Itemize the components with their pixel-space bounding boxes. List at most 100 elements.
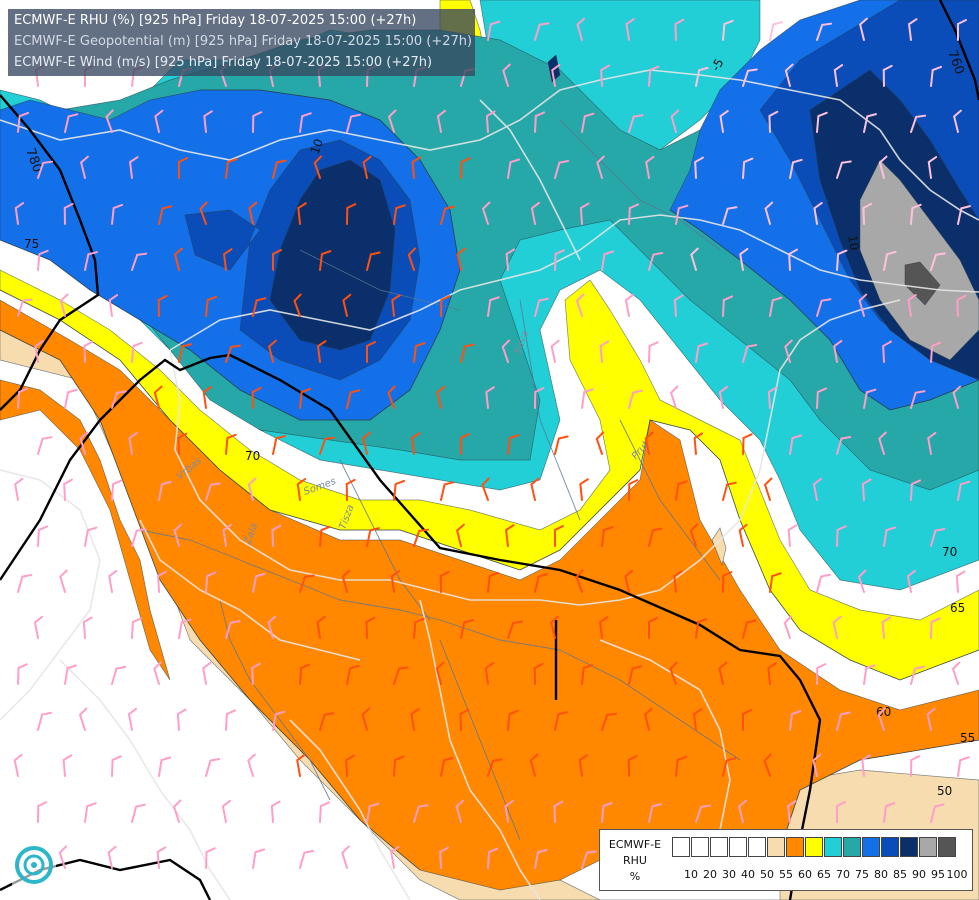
wind-barb bbox=[550, 339, 560, 363]
contour-label: 65 bbox=[950, 601, 965, 615]
wind-barb bbox=[628, 389, 643, 409]
wind-barb bbox=[111, 755, 122, 777]
wind-barb bbox=[481, 201, 491, 225]
wind-barb bbox=[460, 343, 475, 363]
wind-barb bbox=[648, 341, 659, 363]
wind-barb bbox=[601, 250, 615, 271]
wind-barb bbox=[199, 201, 208, 225]
wind-barb bbox=[225, 158, 238, 179]
legend-tick: 95 bbox=[931, 868, 945, 881]
legend-swatch bbox=[691, 837, 709, 857]
wind-barb bbox=[205, 757, 221, 777]
wind-barb bbox=[833, 339, 843, 363]
wind-barb bbox=[435, 661, 445, 685]
wind-barb bbox=[83, 340, 94, 363]
wind-barb bbox=[64, 113, 79, 133]
wind-barb bbox=[554, 159, 570, 179]
wind-barb bbox=[487, 20, 501, 41]
wind-barb bbox=[907, 293, 917, 317]
wind-barb bbox=[669, 661, 678, 685]
wind-barb bbox=[648, 251, 664, 271]
wind-barb bbox=[670, 109, 680, 133]
legend-tick: 10 bbox=[684, 868, 698, 881]
wind-barb bbox=[581, 112, 595, 133]
wind-barb bbox=[554, 711, 568, 731]
wind-barb bbox=[174, 247, 183, 271]
wind-barb bbox=[459, 708, 470, 731]
wind-barb bbox=[17, 663, 28, 685]
wind-barb bbox=[487, 847, 499, 869]
wind-barb bbox=[319, 250, 332, 271]
wind-barb bbox=[692, 708, 703, 731]
wind-barb bbox=[222, 523, 232, 547]
wind-barb bbox=[625, 17, 635, 41]
wind-barb bbox=[14, 202, 25, 225]
wind-barb bbox=[907, 18, 918, 41]
wind-barb bbox=[33, 615, 44, 639]
country-borders bbox=[0, 69, 979, 900]
wind-barb bbox=[836, 160, 852, 179]
wind-barb bbox=[551, 63, 561, 87]
contour-label: 70 bbox=[942, 545, 957, 559]
wind-barb bbox=[178, 618, 192, 639]
wind-barb bbox=[957, 756, 970, 777]
wind-barb bbox=[346, 389, 361, 409]
wind-barb bbox=[836, 249, 848, 271]
legend-swatch bbox=[919, 837, 937, 857]
wind-barb bbox=[534, 297, 549, 317]
wind-barb bbox=[763, 477, 773, 501]
wind-barb bbox=[930, 803, 945, 823]
wind-barb bbox=[128, 156, 139, 179]
wind-barb bbox=[930, 617, 941, 639]
wind-barb bbox=[460, 157, 471, 179]
wind-barb bbox=[769, 296, 783, 317]
wind-barb bbox=[345, 478, 356, 501]
wind-barb bbox=[205, 571, 217, 593]
wind-barb bbox=[268, 339, 277, 363]
wind-barb bbox=[816, 387, 828, 409]
wind-barb bbox=[690, 247, 699, 271]
wind-barb bbox=[158, 480, 172, 501]
wind-barb bbox=[858, 293, 868, 317]
wind-barb bbox=[764, 201, 774, 225]
wind-barb bbox=[863, 664, 876, 685]
wind-barb bbox=[267, 615, 277, 639]
wind-barb bbox=[390, 570, 401, 593]
wind-barb bbox=[812, 753, 822, 777]
wind-barb bbox=[927, 156, 938, 179]
wind-barb bbox=[108, 294, 119, 317]
wind-barb bbox=[131, 252, 148, 271]
wind-barb bbox=[910, 479, 922, 501]
legend-tick: 80 bbox=[874, 868, 888, 881]
legend-tick: 100 bbox=[946, 868, 968, 881]
wind-barb bbox=[80, 155, 89, 179]
wind-barb bbox=[270, 800, 281, 823]
wind-barb bbox=[272, 710, 286, 731]
geopotential-760-line bbox=[938, 0, 979, 101]
wind-barbs bbox=[13, 17, 971, 869]
wind-barb bbox=[59, 569, 68, 593]
legend-swatch bbox=[938, 837, 956, 857]
title-geopotential: ECMWF-E Geopotential (m) [925 hPa] Frida… bbox=[14, 34, 473, 49]
wind-barb bbox=[64, 664, 78, 685]
wind-barb bbox=[910, 390, 926, 409]
wind-barb bbox=[695, 618, 708, 639]
wind-barb bbox=[738, 799, 747, 823]
wind-barb bbox=[675, 480, 688, 501]
contour-labels: 75 10 -5 70 70 65 60 55 50 10 780 760 bbox=[22, 48, 975, 798]
wind-barb bbox=[857, 569, 867, 593]
wind-barb bbox=[601, 801, 613, 823]
legend-tick: 30 bbox=[722, 868, 736, 881]
rhu-100-area bbox=[904, 261, 941, 306]
wind-barb bbox=[460, 433, 470, 455]
wind-barb bbox=[173, 523, 183, 547]
wind-barb bbox=[624, 569, 634, 593]
wind-barb bbox=[387, 385, 396, 409]
legend-swatch bbox=[672, 837, 690, 857]
legend-tick: 70 bbox=[836, 868, 850, 881]
wind-barb bbox=[816, 22, 833, 41]
wind-barb bbox=[456, 247, 466, 271]
legend-swatch bbox=[824, 837, 842, 857]
wind-barb bbox=[575, 569, 584, 593]
wind-barb bbox=[157, 294, 168, 317]
